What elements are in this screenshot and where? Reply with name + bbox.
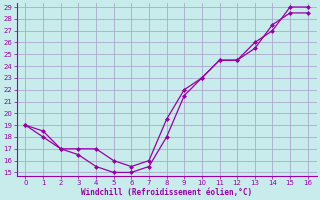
X-axis label: Windchill (Refroidissement éolien,°C): Windchill (Refroidissement éolien,°C) xyxy=(81,188,252,197)
